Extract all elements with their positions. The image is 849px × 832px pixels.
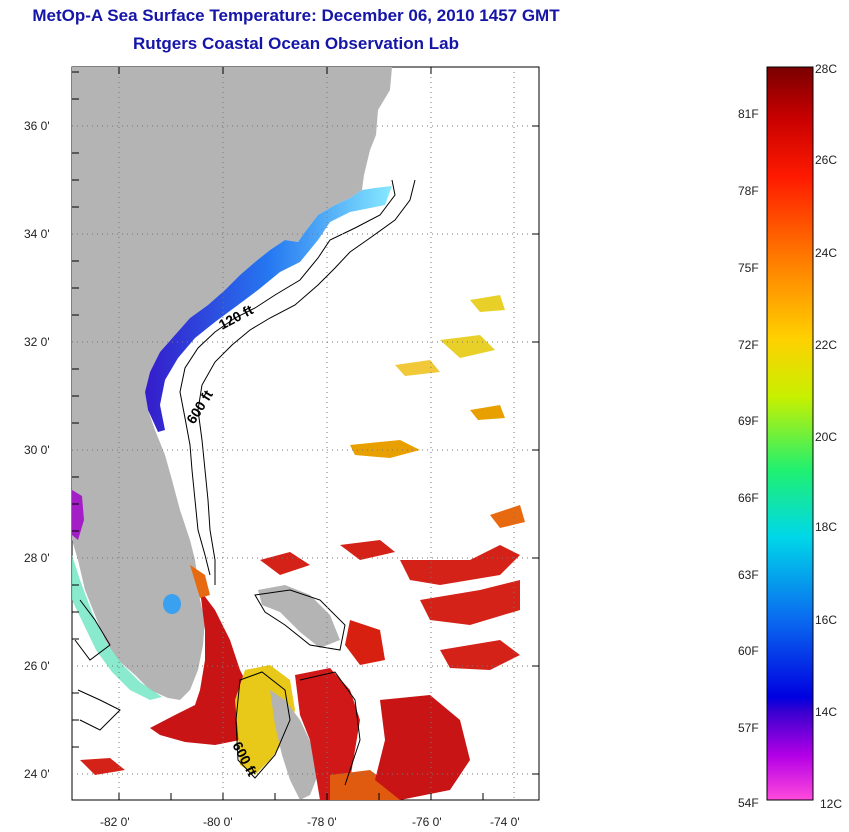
warm-edge (190, 565, 210, 598)
orange-streaks (350, 405, 525, 528)
colorbar-celsius-label: 18C (815, 520, 837, 534)
bahamas-shallow-warm (235, 665, 295, 775)
colorbar-fahrenheit-label: 78F (738, 184, 759, 198)
gulf-coast-band (72, 555, 162, 700)
colorbar-celsius-label: 28C (815, 62, 837, 76)
colorbar-celsius-label: 12C (820, 797, 842, 811)
colorbar-celsius-label: 16C (815, 613, 837, 627)
colorbar-celsius-label: 14C (815, 705, 837, 719)
frame-ticks (72, 67, 539, 800)
lat-label: 32 0' (24, 335, 50, 349)
colorbar-fahrenheit-label: 60F (738, 644, 759, 658)
lat-label: 34 0' (24, 227, 50, 241)
warm-patch-east (375, 695, 470, 800)
lake-okeechobee (163, 594, 181, 614)
colorbar-fahrenheit-label: 69F (738, 414, 759, 428)
lat-label: 36 0' (24, 119, 50, 133)
colorbar-fahrenheit-label: 57F (738, 721, 759, 735)
graticule (72, 67, 539, 800)
land-us-southeast (72, 67, 392, 700)
colorbar-fahrenheit-label: 81F (738, 107, 759, 121)
lat-label: 30 0' (24, 443, 50, 457)
lon-label: -78 0' (307, 815, 337, 829)
warm-patch-andros (345, 620, 385, 665)
colorbar-celsius-label: 20C (815, 430, 837, 444)
bahamas-land (258, 585, 340, 648)
map-subtitle: Rutgers Coastal Ocean Observation Lab (133, 34, 459, 53)
colorbar-fahrenheit-label: 72F (738, 338, 759, 352)
lon-label: -74 0' (490, 815, 520, 829)
bathymetry-contours (74, 179, 416, 786)
colorbar-fahrenheit-label: 75F (738, 261, 759, 275)
lon-label: -76 0' (412, 815, 442, 829)
lat-label: 26 0' (24, 659, 50, 673)
yellow-streaks (395, 295, 505, 376)
cuba-land (270, 690, 318, 800)
lat-label: 24 0' (24, 767, 50, 781)
colorbar-fahrenheit-label: 66F (738, 491, 759, 505)
bahamas-bank-warm (295, 668, 360, 800)
lon-label: -82 0' (100, 815, 130, 829)
cold-patch-west (72, 490, 84, 540)
warm-plume-florida-straits (150, 590, 255, 745)
colorbar-celsius-label: 26C (815, 153, 837, 167)
colorbar-celsius-label: 24C (815, 246, 837, 260)
lat-label: 28 0' (24, 551, 50, 565)
colorbar (766, 66, 814, 801)
colorbar-fahrenheit-label: 63F (738, 568, 759, 582)
lon-label: -80 0' (203, 815, 233, 829)
colorbar-fahrenheit-label: 54F (738, 796, 759, 810)
map-title: MetOp-A Sea Surface Temperature: Decembe… (32, 6, 560, 25)
colorbar-celsius-label: 22C (815, 338, 837, 352)
